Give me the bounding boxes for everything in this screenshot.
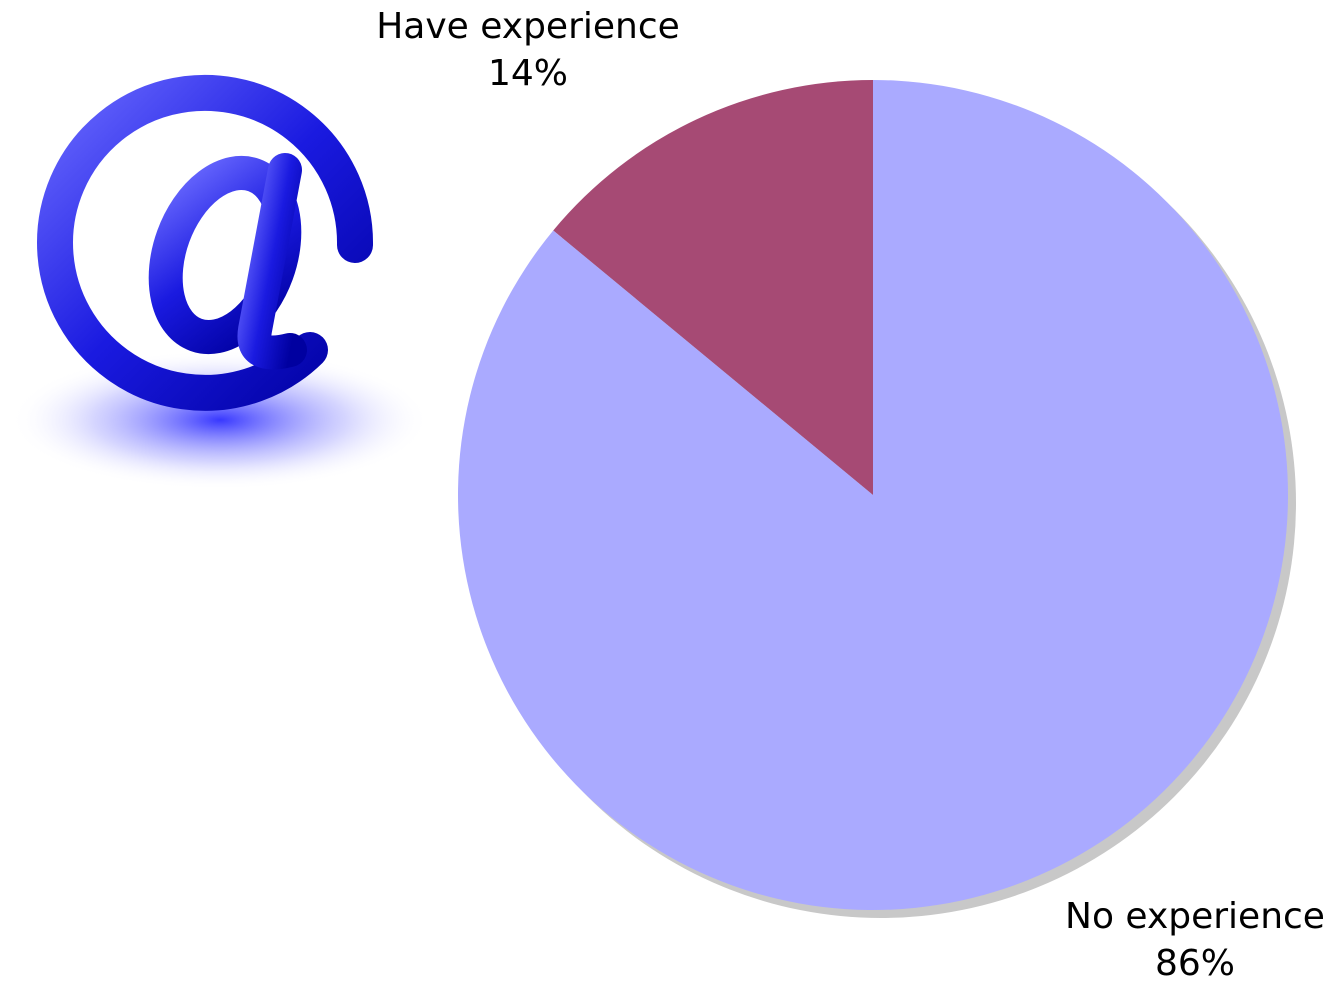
slice-value-label: 14%	[488, 53, 568, 94]
icon-stem	[237, 153, 307, 370]
at-icon	[10, 74, 430, 490]
pie-slice	[458, 80, 1288, 910]
slice-label: Have experience	[376, 6, 680, 47]
slice-value-label: 86%	[1155, 943, 1235, 984]
icon-glow	[10, 350, 430, 490]
slice-label: No experience	[1065, 896, 1325, 937]
icon-ring	[37, 74, 374, 411]
pie-slice	[553, 80, 873, 495]
